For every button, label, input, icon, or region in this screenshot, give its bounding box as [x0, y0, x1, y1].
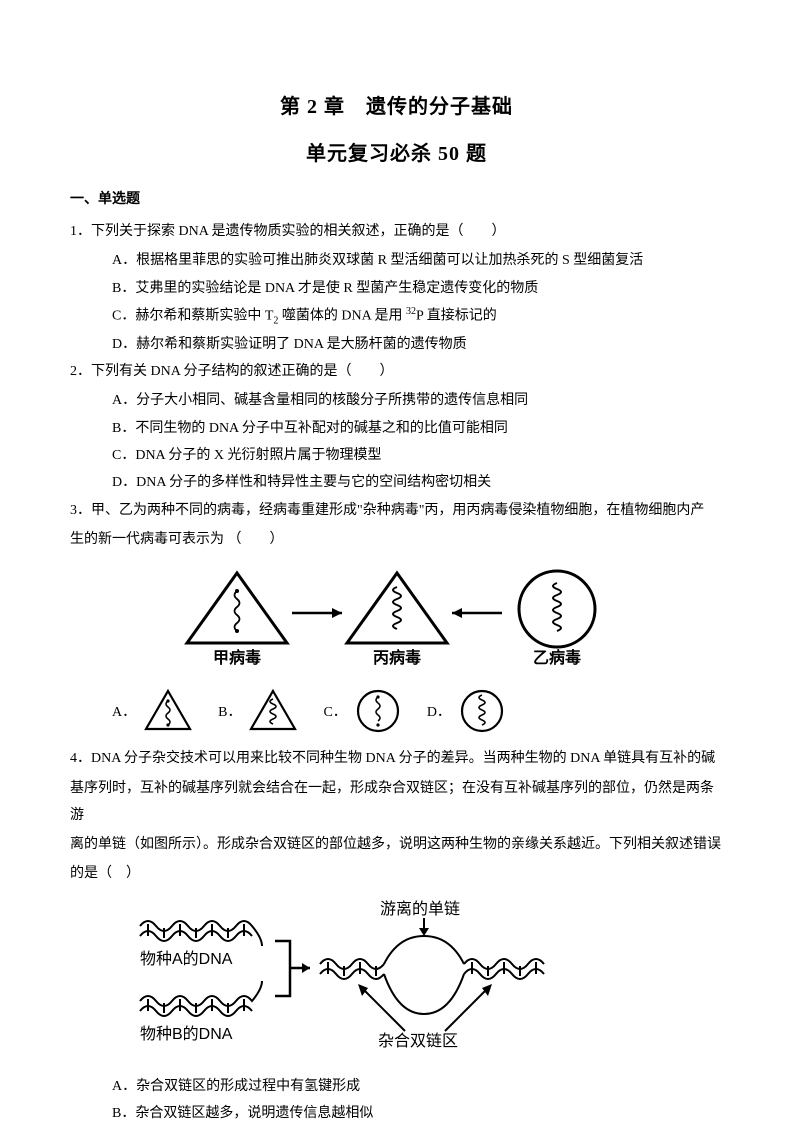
dna-hybrid-svg: 物种A的DNA 物种B的DNA — [130, 896, 570, 1061]
q3-stem-line1: 3．甲、乙为两种不同的病毒，经病毒重建形成"杂种病毒"丙，用丙病毒侵染植物细胞，… — [70, 497, 723, 524]
q3-opt-a-label: A． — [112, 701, 136, 721]
q3-opt-c-icon — [353, 687, 403, 735]
q1c-mid: 噬菌体的 DNA 是用 — [278, 309, 406, 324]
q1c-post: P 直接标记的 — [416, 309, 497, 324]
label-hybrid-region: 杂合双链区 — [378, 1032, 458, 1050]
q1-stem: 1．下列关于探索 DNA 是遗传物质实验的相关叙述，正确的是（ ） — [70, 218, 723, 245]
q3-opt-b-icon — [247, 687, 299, 735]
q4-stem-l2: 基序列时，互补的碱基序列就会结合在一起，形成杂合双链区；在没有互补碱基序列的部位… — [70, 775, 723, 830]
virus-diagram-svg: 甲病毒 丙病毒 乙病毒 — [177, 563, 617, 673]
q2-stem: 2．下列有关 DNA 分子结构的叙述正确的是（ ） — [70, 358, 723, 385]
section-heading: 一、单选题 — [70, 188, 723, 208]
label-bing: 丙病毒 — [372, 648, 420, 667]
label-species-a: 物种A的DNA — [140, 950, 233, 968]
q1-option-b: B．艾弗里的实验结论是 DNA 才是使 R 型菌产生稳定遗传变化的物质 — [70, 275, 723, 302]
q2-option-d: D．DNA 分子的多样性和特异性主要与它的空间结构密切相关 — [70, 469, 723, 496]
label-free-strand: 游离的单链 — [380, 900, 460, 918]
q1c-sup: 32 — [406, 306, 416, 317]
q4-diagram: 物种A的DNA 物种B的DNA — [130, 896, 723, 1061]
q1-option-c: C．赫尔希和蔡斯实验中 T2 噬菌体的 DNA 是用 32P 直接标记的 — [70, 302, 723, 331]
label-jia: 甲病毒 — [212, 648, 260, 667]
q4-stem-l1: 4．DNA 分子杂交技术可以用来比较不同种生物 DNA 分子的差异。当两种生物的… — [70, 745, 723, 772]
q1-option-d: D．赫尔希和蔡斯实验证明了 DNA 是大肠杆菌的遗传物质 — [70, 331, 723, 358]
q3-opt-a-icon — [142, 687, 194, 735]
q3-opt-d-icon — [457, 687, 507, 735]
q2-option-b: B．不同生物的 DNA 分子中互补配对的碱基之和的比值可能相同 — [70, 415, 723, 442]
q4-stem-l3: 离的单链（如图所示）。形成杂合双链区的部位越多，说明这两种生物的亲缘关系越近。下… — [70, 831, 723, 858]
q4-option-a: A．杂合双链区的形成过程中有氢键形成 — [70, 1073, 723, 1100]
q3-opt-c-label: C． — [323, 701, 346, 721]
q4-stem-l4: 的是（ ） — [70, 860, 723, 887]
subtitle: 单元复习必杀 50 题 — [70, 137, 723, 166]
q1-option-a: A．根据格里菲思的实验可推出肺炎双球菌 R 型活细菌可以让加热杀死的 S 型细菌… — [70, 247, 723, 274]
q3-stem-line2: 生的新一代病毒可表示为 （ ） — [70, 526, 723, 553]
q3-options-row: A． B． C． D． — [70, 687, 723, 735]
q3-opt-b-label: B． — [218, 701, 241, 721]
q3-opt-d-label: D． — [427, 701, 451, 721]
q2-option-a: A．分子大小相同、碱基含量相同的核酸分子所携带的遗传信息相同 — [70, 387, 723, 414]
label-yi: 乙病毒 — [532, 648, 580, 667]
q2-option-c: C．DNA 分子的 X 光衍射照片属于物理模型 — [70, 442, 723, 469]
q1c-pre: C．赫尔希和蔡斯实验中 T — [112, 309, 273, 324]
chapter-title: 第 2 章 遗传的分子基础 — [70, 90, 723, 119]
q3-main-diagram: 甲病毒 丙病毒 乙病毒 — [70, 563, 723, 673]
q4-option-b: B．杂合双链区越多，说明遗传信息越相似 — [70, 1100, 723, 1127]
label-species-b: 物种B的DNA — [140, 1025, 233, 1043]
